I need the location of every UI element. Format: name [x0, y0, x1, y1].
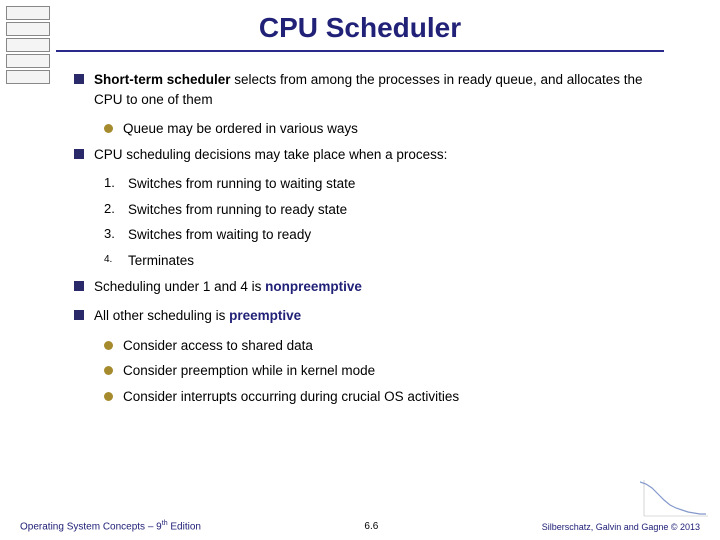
thumbnail — [6, 54, 50, 68]
bullet-level2: Queue may be ordered in various ways — [104, 119, 662, 139]
numbered-item: 1. Switches from running to waiting stat… — [104, 174, 662, 194]
bullet-level1: All other scheduling is preemptive — [74, 306, 662, 326]
footer-left: Operating System Concepts – 9th Edition — [20, 520, 201, 532]
bullet-text: Terminates — [128, 251, 194, 271]
bullet-text: Consider interrupts occurring during cru… — [123, 387, 459, 407]
square-bullet-icon — [74, 74, 84, 84]
bullet-text: Queue may be ordered in various ways — [123, 119, 358, 139]
title-area: CPU Scheduler — [0, 0, 720, 44]
slide-title: CPU Scheduler — [259, 12, 461, 44]
thumbnail-strip — [6, 6, 50, 84]
bullet-text: CPU scheduling decisions may take place … — [94, 145, 447, 165]
bullet-level1: Scheduling under 1 and 4 is nonpreemptiv… — [74, 277, 662, 297]
thumbnail — [6, 6, 50, 20]
bullet-level2: Consider access to shared data — [104, 336, 662, 356]
bullet-level1: CPU scheduling decisions may take place … — [74, 145, 662, 165]
slide-body: Short-term scheduler selects from among … — [0, 52, 720, 406]
key-term: nonpreemptive — [265, 279, 362, 294]
slide: CPU Scheduler Short-term scheduler selec… — [0, 0, 720, 540]
key-term: preemptive — [229, 308, 301, 323]
round-bullet-icon — [104, 124, 113, 133]
item-number: 3. — [104, 225, 120, 245]
square-bullet-icon — [74, 310, 84, 320]
square-bullet-icon — [74, 281, 84, 291]
item-number: 2. — [104, 200, 120, 220]
bullet-level2: Consider preemption while in kernel mode — [104, 361, 662, 381]
item-number: 1. — [104, 174, 120, 194]
round-bullet-icon — [104, 392, 113, 401]
round-bullet-icon — [104, 341, 113, 350]
decorative-chart-icon — [640, 478, 710, 520]
thumbnail — [6, 70, 50, 84]
numbered-item: 3. Switches from waiting to ready — [104, 225, 662, 245]
bullet-text: Switches from running to waiting state — [128, 174, 355, 194]
item-number: 4. — [104, 253, 120, 271]
numbered-item: 4. Terminates — [104, 251, 662, 271]
square-bullet-icon — [74, 149, 84, 159]
thumbnail — [6, 38, 50, 52]
bullet-text: Consider preemption while in kernel mode — [123, 361, 375, 381]
bullet-level1: Short-term scheduler selects from among … — [74, 70, 662, 109]
bullet-text: Short-term scheduler selects from among … — [94, 70, 662, 109]
footer-page-number: 6.6 — [364, 521, 378, 532]
numbered-item: 2. Switches from running to ready state — [104, 200, 662, 220]
round-bullet-icon — [104, 366, 113, 375]
bullet-text: Consider access to shared data — [123, 336, 313, 356]
slide-footer: Operating System Concepts – 9th Edition … — [0, 520, 720, 532]
footer-right: Silberschatz, Galvin and Gagne © 2013 — [542, 522, 700, 532]
bold-term: Short-term scheduler — [94, 72, 231, 87]
bullet-level2: Consider interrupts occurring during cru… — [104, 387, 662, 407]
bullet-text: All other scheduling is preemptive — [94, 306, 301, 326]
bullet-text: Switches from running to ready state — [128, 200, 347, 220]
thumbnail — [6, 22, 50, 36]
bullet-text: Scheduling under 1 and 4 is nonpreemptiv… — [94, 277, 362, 297]
bullet-text: Switches from waiting to ready — [128, 225, 311, 245]
